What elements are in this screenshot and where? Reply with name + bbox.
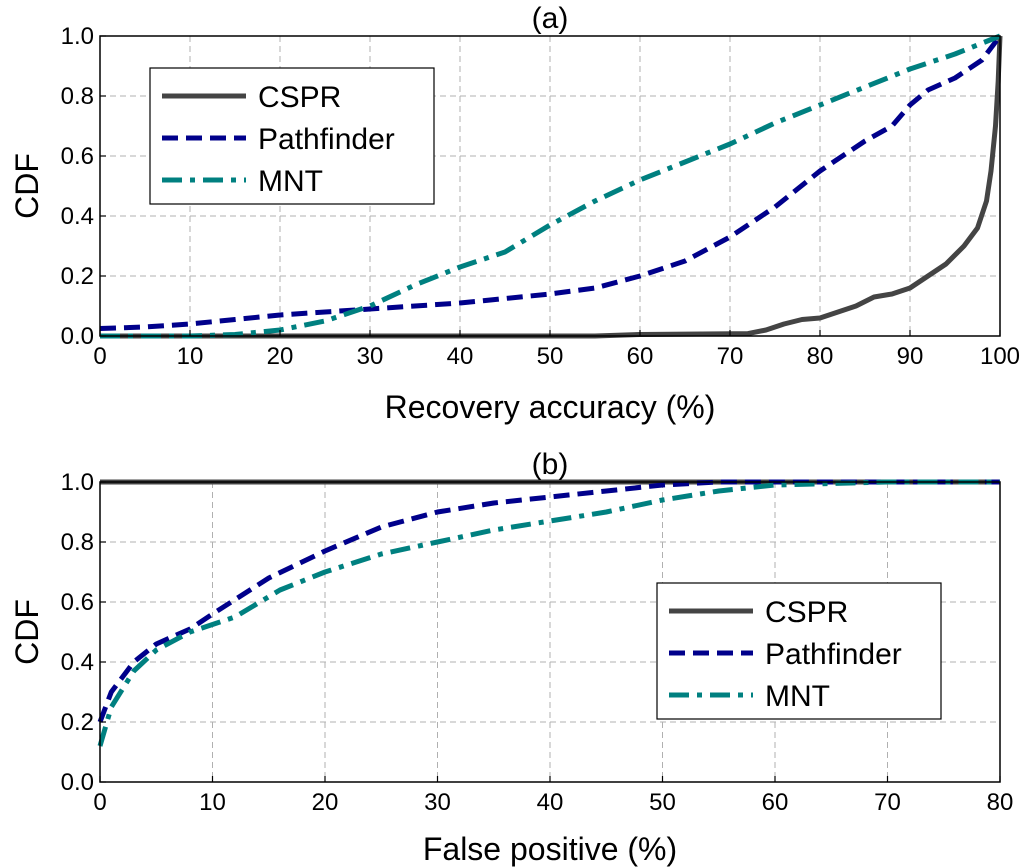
x-axis-label: False positive (%) <box>423 831 677 867</box>
x-tick-label: 10 <box>199 789 226 816</box>
legend: CSPR Pathfinder MNT <box>149 67 435 205</box>
x-tick-label: 60 <box>627 343 654 370</box>
series-line-pathfinder <box>99 34 1002 331</box>
chart-title: (a) <box>532 2 569 35</box>
x-tick-label: 50 <box>649 789 676 816</box>
legend-label-pathfinder: Pathfinder <box>765 638 902 671</box>
legend-label-cspr: CSPR <box>258 81 341 114</box>
chart-title: (b) <box>532 448 569 481</box>
legend: CSPR Pathfinder MNT <box>656 582 942 720</box>
legend-box <box>149 67 435 205</box>
x-tick-label: 70 <box>874 789 901 816</box>
legend-label-pathfinder: Pathfinder <box>258 123 395 156</box>
y-axis-label: CDF <box>9 599 45 665</box>
x-tick-label: 40 <box>537 789 564 816</box>
x-tick-label: 90 <box>897 343 924 370</box>
x-tick-label: 0 <box>93 789 106 816</box>
x-tick-label: 30 <box>357 343 384 370</box>
legend-label-cspr: CSPR <box>765 596 848 629</box>
x-tick-label: 0 <box>93 343 106 370</box>
y-tick-label: 0.6 <box>61 589 94 616</box>
series-line-pathfinder <box>97 479 1000 723</box>
series-line-mnt <box>97 479 1000 747</box>
y-tick-label: 0.6 <box>61 143 94 170</box>
x-tick-label: 60 <box>762 789 789 816</box>
x-tick-label: 10 <box>177 343 204 370</box>
x-tick-label: 40 <box>447 343 474 370</box>
y-tick-label: 1.0 <box>61 23 94 50</box>
y-tick-label: 0.2 <box>61 709 94 736</box>
x-tick-label: 30 <box>424 789 451 816</box>
y-tick-label: 0.0 <box>61 323 94 350</box>
chart-panel-0: 0 10 20 30 40 50 60 70 80 90 100 0.0 0.2 0.4 0.6 0.8 1.0… <box>9 2 1020 425</box>
chart-panel-1: 0 10 20 30 40 50 60 70 80 0.0 0.2 0.4 0.6 0.8 1.0 (b) Fa… <box>9 448 1013 867</box>
y-tick-label: 0.8 <box>61 529 94 556</box>
x-tick-label: 80 <box>987 789 1014 816</box>
y-tick-label: 0.0 <box>61 769 94 796</box>
y-axis-label: CDF <box>9 153 45 219</box>
y-tick-label: 0.4 <box>61 203 94 230</box>
x-tick-label: 20 <box>267 343 294 370</box>
legend-label-mnt: MNT <box>765 680 830 713</box>
y-tick-label: 0.4 <box>61 649 94 676</box>
x-tick-label: 70 <box>717 343 744 370</box>
x-tick-label: 20 <box>312 789 339 816</box>
y-tick-label: 0.2 <box>61 263 94 290</box>
y-tick-label: 1.0 <box>61 469 94 496</box>
x-tick-label: 50 <box>537 343 564 370</box>
y-tick-label: 0.8 <box>61 83 94 110</box>
x-tick-label: 80 <box>807 343 834 370</box>
series-line-mnt <box>100 33 1001 339</box>
legend-label-mnt: MNT <box>258 165 323 198</box>
series-line-cspr <box>100 35 1003 339</box>
x-axis-label: Recovery accuracy (%) <box>385 389 716 425</box>
x-tick-label: 100 <box>980 343 1020 370</box>
